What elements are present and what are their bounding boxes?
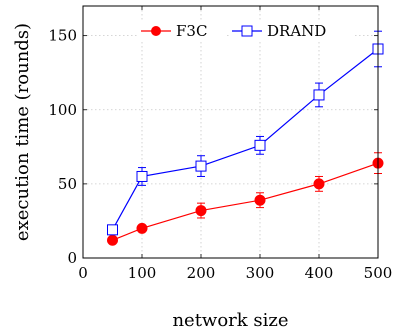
grid — [82, 6, 379, 259]
point-drand — [313, 89, 325, 101]
series-line-drand — [111, 48, 379, 231]
point-f3c — [195, 205, 207, 217]
legend: F3C DRAND — [139, 20, 354, 42]
point-drand — [195, 160, 207, 172]
legend-label-f3c: F3C — [176, 22, 207, 40]
x-tick-label: 400 — [305, 264, 334, 282]
x-tick-label: 500 — [364, 264, 393, 282]
axis-ticks: 0 100 200 300 400 500 0 50 100 150 — [48, 6, 392, 282]
point-drand — [107, 224, 118, 236]
legend-bg-f3c — [139, 20, 227, 42]
legend-label-drand: DRAND — [267, 22, 326, 40]
y-axis-label: execution time (rounds) — [12, 23, 33, 241]
point-f3c — [136, 222, 148, 234]
x-tick-label: 200 — [187, 264, 216, 282]
point-f3c — [313, 178, 325, 190]
point-drand — [136, 170, 148, 182]
y-tick-label: 50 — [58, 175, 77, 193]
series-markers — [107, 43, 384, 246]
legend-marker-f3c — [151, 26, 161, 36]
y-tick-label: 150 — [48, 27, 77, 45]
error-bars — [108, 30, 382, 244]
x-tick-label: 100 — [128, 264, 157, 282]
point-f3c — [254, 194, 266, 206]
x-axis-label: network size — [172, 310, 288, 331]
y-tick-label: 0 — [67, 249, 77, 267]
x-tick-label: 0 — [78, 264, 88, 282]
point-drand — [254, 139, 266, 151]
legend-marker-drand — [241, 25, 253, 37]
point-f3c — [107, 234, 118, 246]
legend-bg-drand — [230, 20, 354, 42]
plot-frame — [82, 5, 379, 259]
series-lines — [111, 48, 379, 241]
y-tick-label: 100 — [48, 101, 77, 119]
x-tick-label: 300 — [246, 264, 275, 282]
